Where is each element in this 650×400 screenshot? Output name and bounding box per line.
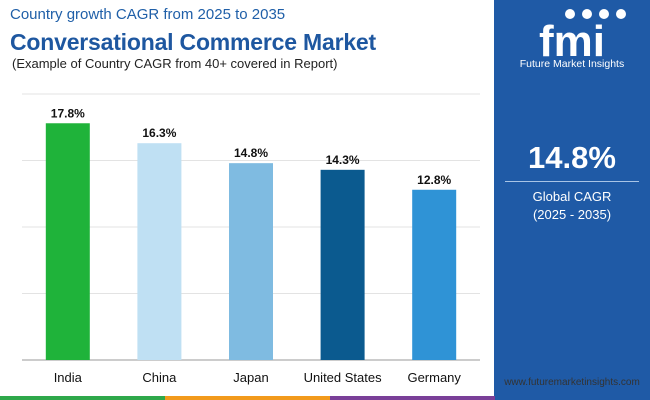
global-cagr-period: (2025 - 2035) [532,207,612,222]
bar-value-label: 14.8% [234,146,268,160]
x-tick-label: India [54,370,83,385]
bar-value-label: 12.8% [417,173,451,187]
fmi-logo: fmi [539,9,626,66]
chart-subtitle: Country growth CAGR from 2025 to 2035 [10,6,286,23]
logo-text: fmi [539,17,605,66]
bar-value-label: 17.8% [51,106,85,120]
global-cagr-label: Global CAGR [532,189,612,204]
chart-note: (Example of Country CAGR from 40+ covere… [12,56,338,71]
footer-stripe-segment [0,396,165,400]
x-tick-label: United States [304,370,383,385]
bar-germany [412,189,457,360]
footer-stripe-segment [165,396,330,400]
global-cagr-value: 14.8% [528,140,616,175]
bar-united-states [320,169,365,360]
kpi-divider [505,181,639,182]
x-tick-label: China [142,370,177,385]
chart-title: Conversational Commerce Market [10,29,376,55]
summary-panel: fmi Future Market Insights 14.8% Global … [494,0,650,400]
bar-value-label: 16.3% [142,126,176,140]
footer-stripe-segment [495,396,650,400]
bar-japan [229,163,273,360]
bar-india [45,123,90,360]
x-tick-label: Germany [407,370,461,385]
brand-name: Future Market Insights [519,58,625,70]
website-url[interactable]: www.futuremarketinsights.com [504,377,640,388]
x-tick-label: Japan [233,370,268,385]
bar-china [137,143,182,360]
footer-stripe [0,396,650,400]
bar-chart: 17.8% India 16.3% China 14.8% Japan 14.3% Unite… [22,93,480,385]
footer-stripe-segment [330,396,495,400]
bar-value-label: 14.3% [326,153,360,167]
